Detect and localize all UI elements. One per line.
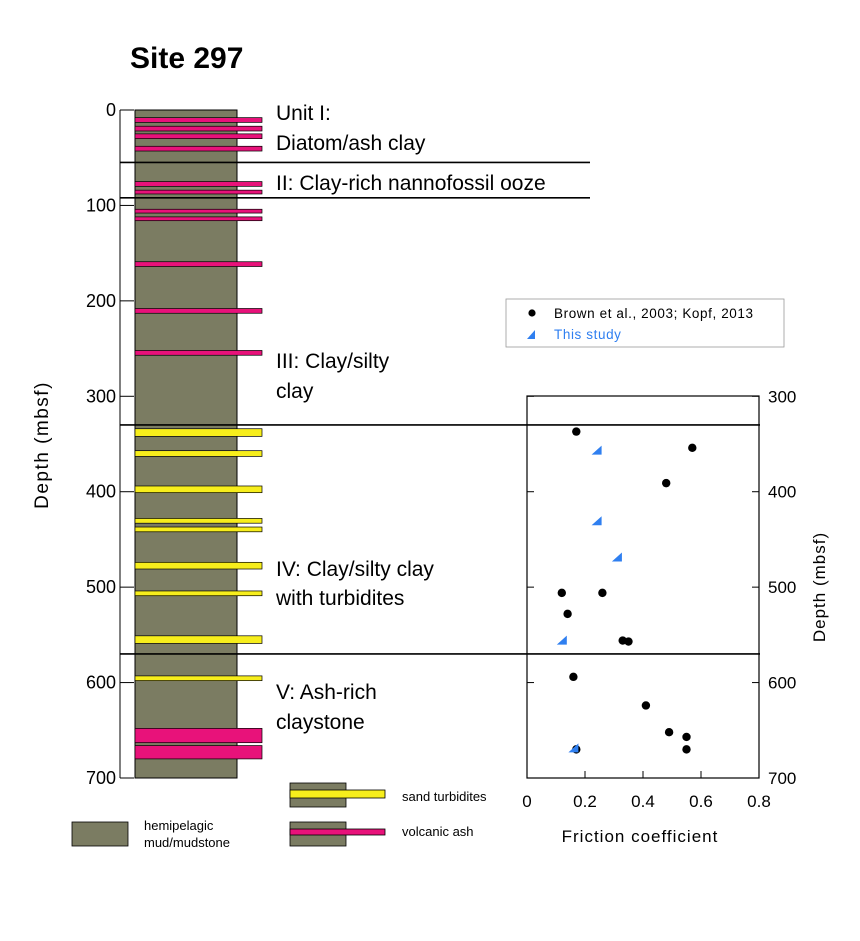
left-axis-tick-label: 200 [86,291,116,311]
left-depth-axis: 0 100 200 300 400 500 600 700 [86,100,134,788]
legend-marker-brown [528,309,536,317]
volcanic-ash-layer [134,350,263,356]
data-point-this-study [568,743,579,753]
data-point-brown-kopf [569,672,578,682]
x-axis-tick-label: 0.4 [631,792,655,811]
right-axis-label: Depth (mbsf) [810,532,829,642]
unit-5-label-line2: claystone [276,711,365,734]
x-axis-tick-label: 0.8 [747,792,771,811]
left-axis-label: Depth (mbsf) [32,381,53,509]
sand-turbidite-layer [134,485,263,494]
unit-4-label-line2: with turbidites [275,587,404,610]
data-point-brown-kopf [598,588,607,598]
sand-turbidite-layer [134,518,263,524]
legend-mud-swatch [71,821,129,847]
hemipelagic-mud-column [134,109,238,779]
lithology-legend: hemipelagic mud/mudstone sand turbidites… [71,782,487,850]
volcanic-ash-layer [134,216,263,222]
left-axis-tick-label: 700 [86,768,116,788]
data-point-brown-kopf [641,701,651,710]
sand-turbidite-layer [134,561,263,570]
volcanic-ash-layer [134,208,263,214]
unit-3-label-line1: III: Clay/silty [276,350,390,373]
volcanic-ash-layer [134,745,263,760]
figure-title: Site 297 [130,42,243,75]
x-axis-tick-label: 0 [522,792,531,811]
unit-2-label: II: Clay-rich nannofossil ooze [276,172,546,195]
data-point-brown-kopf [557,588,566,598]
unit-boundary-lines [120,161,760,655]
left-axis-tick-label: 0 [106,100,116,120]
volcanic-ash-layer [134,308,263,314]
unit-3-label-line2: clay [276,380,314,403]
scatter-plot-axes: 0 0.2 0.4 0.6 0.8 300 400 500 600 700 [522,387,796,811]
data-point-this-study [591,516,602,526]
legend-mud-label-line2: mud/mudstone [144,835,230,850]
unit-4-label-line1: IV: Clay/silty clay [276,558,434,581]
legend-sand-swatch-bar [289,789,386,799]
sand-turbidite-layer [134,590,263,597]
volcanic-ash-layer [134,261,263,267]
sand-turbidite-layer [134,450,263,457]
data-point-brown-kopf [563,609,572,619]
sand-turbidite-layer [134,428,263,437]
unit-5-label-line1: V: Ash-rich [276,681,377,704]
right-axis-tick-label: 300 [768,387,796,406]
legend-label-this-study: This study [554,327,622,342]
legend-marker-this-study [527,330,535,339]
data-point-brown-kopf [682,732,691,742]
left-axis-tick-label: 500 [86,577,116,597]
legend-sand-label: sand turbidites [402,789,487,804]
left-axis-tick-label: 100 [86,195,116,215]
sand-turbidite-layer [134,675,263,682]
right-axis-tick-label: 400 [768,483,796,502]
legend-ash-label: volcanic ash [402,824,474,839]
data-point-this-study [611,552,622,562]
scatter-plot-points [556,427,697,754]
volcanic-ash-layer [134,189,263,195]
legend-label-brown: Brown et al., 2003; Kopf, 2013 [554,306,754,321]
volcanic-ash-layer [134,133,263,139]
unit-labels: Unit I: Diatom/ash clay II: Clay-rich na… [275,102,546,734]
data-point-this-study [556,635,567,645]
data-point-brown-kopf [572,427,581,436]
left-axis-tick-label: 600 [86,673,116,693]
data-point-brown-kopf [664,727,674,737]
legend-box [505,298,785,348]
right-axis-tick-label: 700 [768,769,796,788]
legend-mud-label-line1: hemipelagic [144,818,214,833]
scatter-plot-frame [526,395,760,779]
stratigraphic-column [134,109,263,779]
sand-turbidite-layer [134,526,263,533]
unit-1-label-line1: Unit I: [276,102,331,125]
volcanic-ash-layer [134,145,263,152]
data-point-brown-kopf [688,443,697,453]
scatter-legend: Brown et al., 2003; Kopf, 2013 This stud… [505,298,785,348]
legend-ash-swatch-bar [289,828,386,836]
unit-1-label-line2: Diatom/ash clay [276,132,426,155]
left-axis-tick-label: 300 [86,386,116,406]
volcanic-ash-layer [134,728,263,744]
volcanic-ash-layer [134,125,263,132]
data-point-brown-kopf [624,637,633,646]
volcanic-ash-layer [134,117,263,123]
left-axis-tick-label: 400 [86,482,116,502]
sand-turbidite-layer [134,635,263,644]
data-point-this-study [591,445,602,455]
x-axis-tick-label: 0.2 [573,792,597,811]
x-axis-tick-label: 0.6 [689,792,713,811]
data-point-brown-kopf [662,478,671,488]
right-axis-tick-label: 600 [768,674,796,693]
volcanic-ash-layer [134,181,263,187]
right-axis-tick-label: 500 [768,578,796,597]
x-axis-label: Friction coefficient [562,827,719,846]
data-point-brown-kopf [682,745,691,754]
